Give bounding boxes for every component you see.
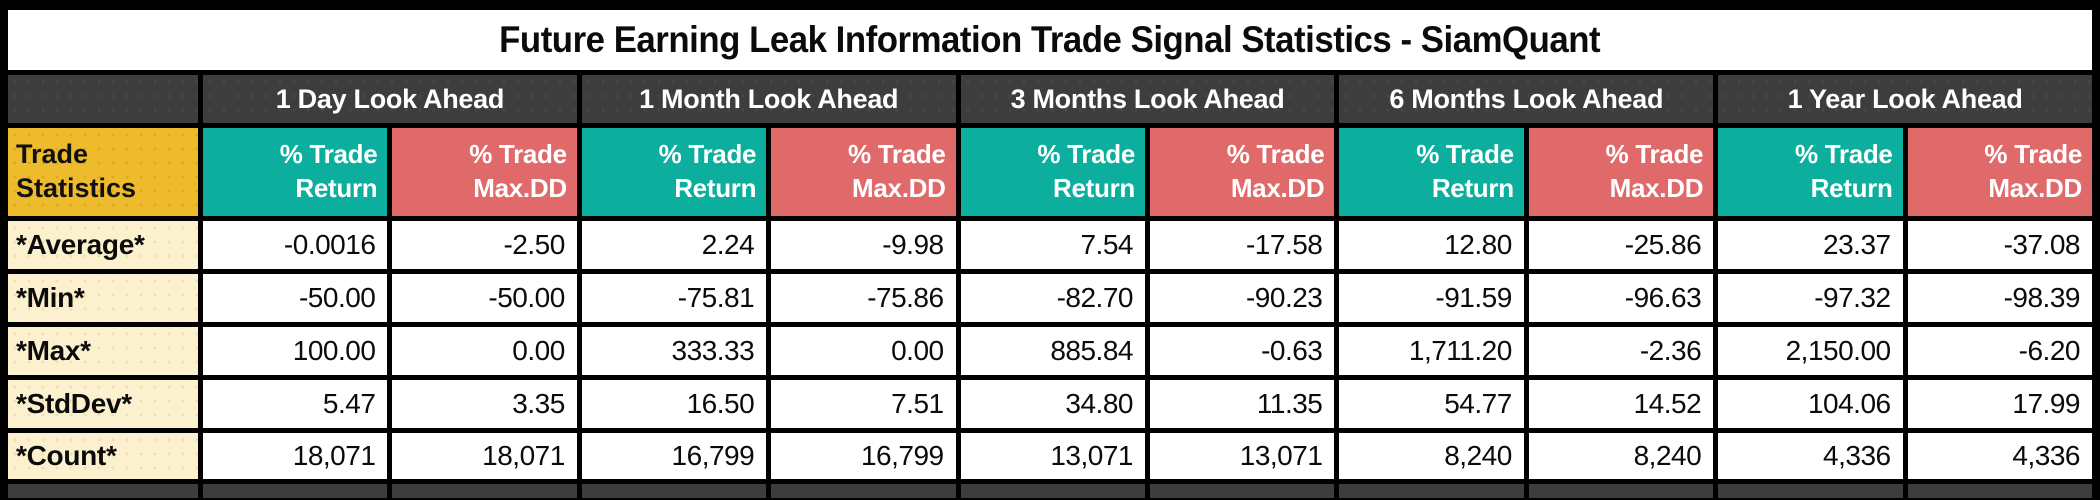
row-label-max: *Max* xyxy=(8,327,198,375)
count-3months-return: 13,071 xyxy=(960,433,1145,479)
average-1day-return: -0.0016 xyxy=(203,221,388,269)
max-1day-maxdd: 0.00 xyxy=(392,327,577,375)
stddev-3months-maxdd: 11.35 xyxy=(1149,380,1335,428)
bottom-strip-cell xyxy=(771,484,956,498)
count-3months-maxdd: 13,071 xyxy=(1149,433,1335,479)
subheader-return-6months: % Trade Return xyxy=(1339,128,1524,216)
stddev-1year-maxdd: 17.99 xyxy=(1907,380,2092,428)
count-1year-return: 4,336 xyxy=(1718,433,1903,479)
max-1month-maxdd: 0.00 xyxy=(771,327,956,375)
row-label-count: *Count* xyxy=(8,433,198,479)
bottom-strip-cell xyxy=(392,484,577,498)
table-title: Future Earning Leak Information Trade Si… xyxy=(499,19,1601,60)
bottom-strip-cell xyxy=(1907,484,2092,498)
max-1year-return: 2,150.00 xyxy=(1718,327,1903,375)
count-1day-maxdd: 18,071 xyxy=(392,433,577,479)
row-label-min: *Min* xyxy=(8,274,198,322)
subheader-maxdd-1day: % Trade Max.DD xyxy=(392,128,577,216)
subheader-return-1month: % Trade Return xyxy=(581,128,767,216)
stddev-6months-return: 54.77 xyxy=(1339,380,1524,428)
row-label-stddev: *StdDev* xyxy=(8,380,198,428)
min-1day-return: -50.00 xyxy=(203,274,388,322)
group-header-6months: 6 Months Look Ahead xyxy=(1339,75,1714,123)
average-3months-maxdd: -17.58 xyxy=(1149,221,1335,269)
stddev-1day-maxdd: 3.35 xyxy=(392,380,577,428)
min-6months-maxdd: -96.63 xyxy=(1528,274,1714,322)
min-1month-maxdd: -75.86 xyxy=(771,274,956,322)
min-1year-return: -97.32 xyxy=(1718,274,1903,322)
min-3months-return: -82.70 xyxy=(960,274,1145,322)
max-6months-return: 1,711.20 xyxy=(1339,327,1524,375)
group-header-3months: 3 Months Look Ahead xyxy=(960,75,1335,123)
table-title-bar: Future Earning Leak Information Trade Si… xyxy=(8,10,2092,70)
corner-header-trade-statistics: Trade Statistics xyxy=(8,128,198,216)
bottom-strip-cell xyxy=(1528,484,1714,498)
max-3months-return: 885.84 xyxy=(960,327,1145,375)
average-1day-maxdd: -2.50 xyxy=(392,221,577,269)
row-label-average: *Average* xyxy=(8,221,198,269)
stddev-1day-return: 5.47 xyxy=(203,380,388,428)
stddev-1month-return: 16.50 xyxy=(581,380,767,428)
subheader-maxdd-6months: % Trade Max.DD xyxy=(1528,128,1714,216)
min-3months-maxdd: -90.23 xyxy=(1149,274,1335,322)
min-1month-return: -75.81 xyxy=(581,274,767,322)
count-1day-return: 18,071 xyxy=(203,433,388,479)
min-1day-maxdd: -50.00 xyxy=(392,274,577,322)
min-1year-maxdd: -98.39 xyxy=(1907,274,2092,322)
max-3months-maxdd: -0.63 xyxy=(1149,327,1335,375)
subheader-maxdd-1month: % Trade Max.DD xyxy=(771,128,956,216)
corner-spacer-cell xyxy=(8,75,198,123)
group-header-1month: 1 Month Look Ahead xyxy=(581,75,956,123)
group-header-1year: 1 Year Look Ahead xyxy=(1718,75,2092,123)
stddev-1month-maxdd: 7.51 xyxy=(771,380,956,428)
subheader-maxdd-1year: % Trade Max.DD xyxy=(1907,128,2092,216)
average-6months-maxdd: -25.86 xyxy=(1528,221,1714,269)
bottom-strip-cell xyxy=(203,484,388,498)
bottom-strip-cell xyxy=(1339,484,1524,498)
bottom-strip-cell xyxy=(581,484,767,498)
subheader-return-1day: % Trade Return xyxy=(203,128,388,216)
max-6months-maxdd: -2.36 xyxy=(1528,327,1714,375)
max-1day-return: 100.00 xyxy=(203,327,388,375)
group-header-1day: 1 Day Look Ahead xyxy=(203,75,577,123)
count-1month-return: 16,799 xyxy=(581,433,767,479)
average-1year-maxdd: -37.08 xyxy=(1907,221,2092,269)
count-6months-maxdd: 8,240 xyxy=(1528,433,1714,479)
stddev-1year-return: 104.06 xyxy=(1718,380,1903,428)
statistics-table: Future Earning Leak Information Trade Si… xyxy=(8,10,2092,498)
average-1month-return: 2.24 xyxy=(581,221,767,269)
count-6months-return: 8,240 xyxy=(1339,433,1524,479)
average-1month-maxdd: -9.98 xyxy=(771,221,956,269)
bottom-strip-cell xyxy=(1149,484,1335,498)
subheader-return-3months: % Trade Return xyxy=(960,128,1145,216)
count-1month-maxdd: 16,799 xyxy=(771,433,956,479)
max-1year-maxdd: -6.20 xyxy=(1907,327,2092,375)
max-1month-return: 333.33 xyxy=(581,327,767,375)
average-1year-return: 23.37 xyxy=(1718,221,1903,269)
subheader-return-1year: % Trade Return xyxy=(1718,128,1903,216)
average-6months-return: 12.80 xyxy=(1339,221,1524,269)
stddev-6months-maxdd: 14.52 xyxy=(1528,380,1714,428)
bottom-strip-cell xyxy=(960,484,1145,498)
bottom-strip-cell xyxy=(1718,484,1903,498)
average-3months-return: 7.54 xyxy=(960,221,1145,269)
stddev-3months-return: 34.80 xyxy=(960,380,1145,428)
subheader-maxdd-3months: % Trade Max.DD xyxy=(1149,128,1335,216)
bottom-strip-cell xyxy=(8,484,198,498)
min-6months-return: -91.59 xyxy=(1339,274,1524,322)
count-1year-maxdd: 4,336 xyxy=(1907,433,2092,479)
